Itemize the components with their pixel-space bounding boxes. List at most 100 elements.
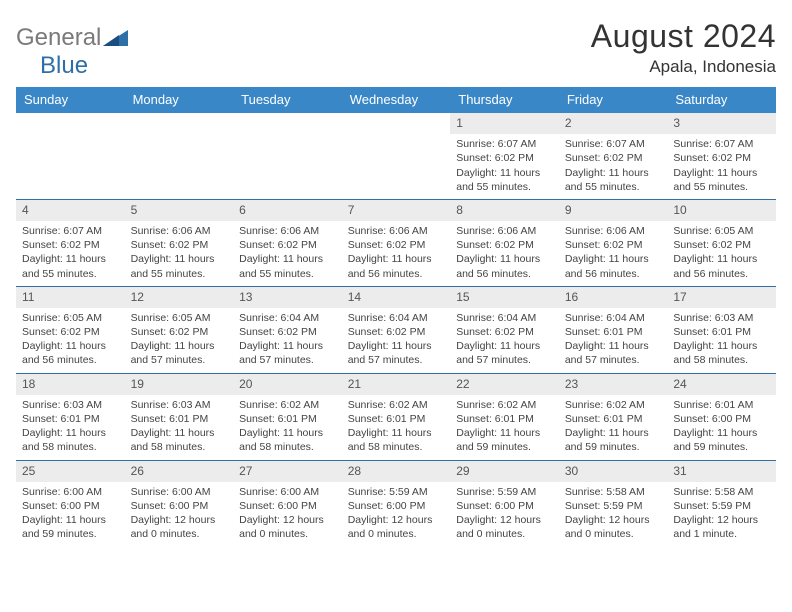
cell-line: Daylight: 11 hours: [22, 252, 119, 266]
calendar-cell: 15Sunrise: 6:04 AMSunset: 6:02 PMDayligh…: [450, 286, 559, 373]
cell-line: Sunset: 6:02 PM: [239, 238, 336, 252]
day-number: 14: [342, 287, 451, 308]
cell-line: Sunset: 6:02 PM: [673, 238, 770, 252]
cell-line: Sunset: 6:02 PM: [456, 325, 553, 339]
cell-line: Daylight: 12 hours: [456, 513, 553, 527]
day-number: 31: [667, 461, 776, 482]
cell-line: Sunset: 6:01 PM: [456, 412, 553, 426]
day-header: Wednesday: [342, 87, 451, 113]
cell-line: and 58 minutes.: [673, 353, 770, 367]
day-header: Friday: [559, 87, 668, 113]
cell-line: Sunrise: 6:06 AM: [131, 224, 228, 238]
cell-line: Sunrise: 6:07 AM: [565, 137, 662, 151]
cell-line: Daylight: 12 hours: [239, 513, 336, 527]
cell-body: Sunrise: 6:01 AMSunset: 6:00 PMDaylight:…: [667, 395, 776, 460]
cell-line: Sunset: 6:00 PM: [348, 499, 445, 513]
day-number: 26: [125, 461, 234, 482]
cell-line: and 55 minutes.: [22, 267, 119, 281]
cell-body: Sunrise: 6:05 AMSunset: 6:02 PMDaylight:…: [125, 308, 234, 373]
cell-line: and 0 minutes.: [239, 527, 336, 541]
cell-line: and 57 minutes.: [456, 353, 553, 367]
month-title: August 2024: [591, 18, 776, 55]
calendar-table: SundayMondayTuesdayWednesdayThursdayFrid…: [16, 87, 776, 546]
cell-line: and 59 minutes.: [456, 440, 553, 454]
calendar-cell: 27Sunrise: 6:00 AMSunset: 6:00 PMDayligh…: [233, 460, 342, 546]
cell-line: Sunrise: 5:59 AM: [348, 485, 445, 499]
cell-line: Sunrise: 6:07 AM: [22, 224, 119, 238]
page-header: General August 2024 Apala, Indonesia: [16, 18, 776, 77]
cell-line: and 0 minutes.: [565, 527, 662, 541]
logo: General: [16, 18, 129, 52]
cell-body: Sunrise: 6:02 AMSunset: 6:01 PMDaylight:…: [233, 395, 342, 460]
cell-line: Sunset: 5:59 PM: [673, 499, 770, 513]
cell-line: Sunset: 6:02 PM: [456, 151, 553, 165]
cell-body: Sunrise: 5:59 AMSunset: 6:00 PMDaylight:…: [342, 482, 451, 547]
cell-body: Sunrise: 5:58 AMSunset: 5:59 PMDaylight:…: [559, 482, 668, 547]
cell-line: Sunrise: 6:07 AM: [673, 137, 770, 151]
calendar-week-row: 25Sunrise: 6:00 AMSunset: 6:00 PMDayligh…: [16, 460, 776, 546]
day-header: Sunday: [16, 87, 125, 113]
calendar-week-row: 18Sunrise: 6:03 AMSunset: 6:01 PMDayligh…: [16, 373, 776, 460]
cell-body: Sunrise: 6:02 AMSunset: 6:01 PMDaylight:…: [559, 395, 668, 460]
cell-body: Sunrise: 5:59 AMSunset: 6:00 PMDaylight:…: [450, 482, 559, 547]
calendar-cell: 22Sunrise: 6:02 AMSunset: 6:01 PMDayligh…: [450, 373, 559, 460]
cell-line: and 55 minutes.: [565, 180, 662, 194]
cell-line: and 56 minutes.: [565, 267, 662, 281]
cell-line: and 59 minutes.: [22, 527, 119, 541]
cell-line: Daylight: 11 hours: [22, 339, 119, 353]
cell-line: and 55 minutes.: [239, 267, 336, 281]
cell-line: Daylight: 11 hours: [565, 339, 662, 353]
calendar-cell: 9Sunrise: 6:06 AMSunset: 6:02 PMDaylight…: [559, 199, 668, 286]
cell-line: Daylight: 11 hours: [348, 426, 445, 440]
cell-line: Daylight: 11 hours: [239, 252, 336, 266]
cell-body: Sunrise: 6:06 AMSunset: 6:02 PMDaylight:…: [559, 221, 668, 286]
cell-line: Sunrise: 6:06 AM: [348, 224, 445, 238]
cell-line: Sunset: 6:00 PM: [456, 499, 553, 513]
calendar-cell: 8Sunrise: 6:06 AMSunset: 6:02 PMDaylight…: [450, 199, 559, 286]
cell-line: Daylight: 11 hours: [456, 166, 553, 180]
cell-line: Daylight: 11 hours: [565, 252, 662, 266]
cell-line: and 57 minutes.: [348, 353, 445, 367]
logo-triangle-icon: [103, 29, 129, 47]
cell-body: Sunrise: 6:03 AMSunset: 6:01 PMDaylight:…: [16, 395, 125, 460]
calendar-cell: 29Sunrise: 5:59 AMSunset: 6:00 PMDayligh…: [450, 460, 559, 546]
cell-line: Daylight: 11 hours: [565, 166, 662, 180]
day-number: 28: [342, 461, 451, 482]
cell-body: Sunrise: 6:03 AMSunset: 6:01 PMDaylight:…: [667, 308, 776, 373]
cell-line: and 58 minutes.: [239, 440, 336, 454]
cell-line: Daylight: 11 hours: [565, 426, 662, 440]
calendar-cell: [125, 113, 234, 199]
cell-line: Sunset: 6:02 PM: [239, 325, 336, 339]
cell-line: and 59 minutes.: [673, 440, 770, 454]
cell-line: Daylight: 11 hours: [456, 339, 553, 353]
cell-line: and 55 minutes.: [673, 180, 770, 194]
calendar-cell: 31Sunrise: 5:58 AMSunset: 5:59 PMDayligh…: [667, 460, 776, 546]
cell-line: Sunset: 6:01 PM: [239, 412, 336, 426]
day-number: [233, 113, 342, 134]
cell-line: Daylight: 11 hours: [673, 252, 770, 266]
cell-line: Sunrise: 6:06 AM: [565, 224, 662, 238]
cell-line: Daylight: 12 hours: [673, 513, 770, 527]
calendar-cell: [16, 113, 125, 199]
cell-body: Sunrise: 6:02 AMSunset: 6:01 PMDaylight:…: [342, 395, 451, 460]
cell-line: and 55 minutes.: [131, 267, 228, 281]
cell-line: and 56 minutes.: [22, 353, 119, 367]
cell-line: and 1 minute.: [673, 527, 770, 541]
calendar-cell: 30Sunrise: 5:58 AMSunset: 5:59 PMDayligh…: [559, 460, 668, 546]
calendar-header-row: SundayMondayTuesdayWednesdayThursdayFrid…: [16, 87, 776, 113]
cell-line: and 57 minutes.: [239, 353, 336, 367]
cell-body: Sunrise: 6:00 AMSunset: 6:00 PMDaylight:…: [125, 482, 234, 547]
cell-body: Sunrise: 6:07 AMSunset: 6:02 PMDaylight:…: [16, 221, 125, 286]
calendar-cell: 11Sunrise: 6:05 AMSunset: 6:02 PMDayligh…: [16, 286, 125, 373]
day-number: 7: [342, 200, 451, 221]
cell-line: Sunset: 6:02 PM: [673, 151, 770, 165]
cell-line: Daylight: 11 hours: [673, 166, 770, 180]
calendar-cell: 6Sunrise: 6:06 AMSunset: 6:02 PMDaylight…: [233, 199, 342, 286]
cell-line: Sunset: 5:59 PM: [565, 499, 662, 513]
calendar-cell: 18Sunrise: 6:03 AMSunset: 6:01 PMDayligh…: [16, 373, 125, 460]
calendar-cell: 17Sunrise: 6:03 AMSunset: 6:01 PMDayligh…: [667, 286, 776, 373]
calendar-body: 1Sunrise: 6:07 AMSunset: 6:02 PMDaylight…: [16, 113, 776, 546]
calendar-cell: 14Sunrise: 6:04 AMSunset: 6:02 PMDayligh…: [342, 286, 451, 373]
cell-line: Daylight: 12 hours: [131, 513, 228, 527]
cell-body: Sunrise: 6:06 AMSunset: 6:02 PMDaylight:…: [233, 221, 342, 286]
